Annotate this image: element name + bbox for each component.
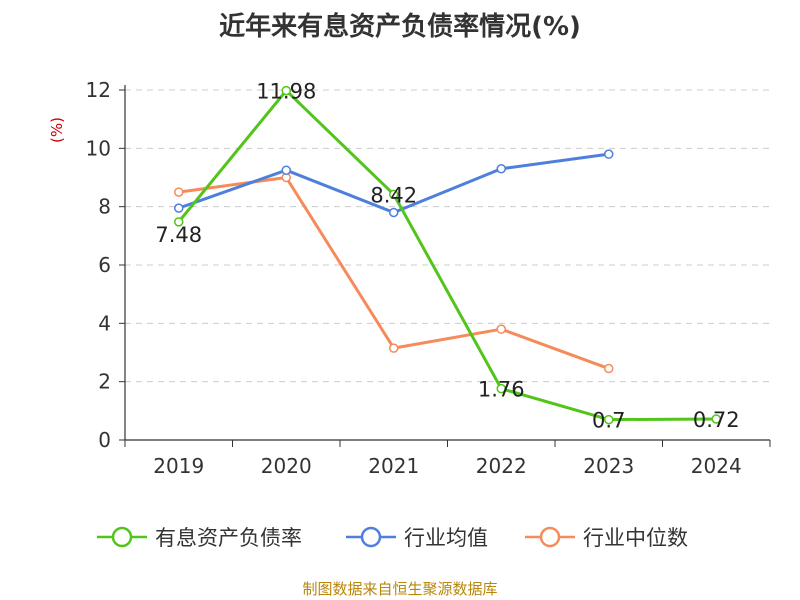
x-tick-label: 2021	[368, 454, 419, 478]
data-point	[389, 207, 399, 218]
legend: 有息资产负债率 行业均值 行业中位数	[97, 526, 688, 550]
data-point	[496, 324, 506, 334]
y-tick-label: 8	[98, 195, 111, 219]
y-tick-label: 12	[86, 78, 111, 102]
data-point	[711, 414, 721, 424]
x-tick-label: 2019	[153, 454, 204, 478]
y-tick-label: 0	[98, 428, 111, 452]
legend-item[interactable]: 有息资产负债率	[97, 526, 302, 550]
grid-lines	[125, 89, 770, 383]
data-label: 0.72	[693, 408, 740, 432]
y-tick-label: 4	[98, 311, 111, 335]
data-label: 8.42	[370, 183, 417, 207]
data-point	[281, 165, 291, 175]
data-label: 1.76	[478, 378, 525, 402]
axes: 0 2 4 6 8 10 12 2019 2020 2021 2022 2023 2024 (%)	[48, 78, 771, 478]
legend-item[interactable]: 行业均值	[346, 526, 488, 550]
legend-item[interactable]: 行业中位数	[525, 526, 688, 550]
x-tick-label: 2022	[476, 454, 527, 478]
chart-title: 近年来有息资产负债率情况(%)	[219, 12, 581, 42]
data-label: 7.48	[155, 223, 202, 247]
x-tick-label: 2020	[261, 454, 312, 478]
data-point	[496, 383, 506, 394]
data-point	[604, 149, 614, 159]
x-tick-label: 2024	[691, 454, 742, 478]
y-tick-label: 2	[98, 370, 111, 394]
series-lines	[174, 85, 721, 425]
data-point	[389, 189, 399, 200]
data-label: 0.7	[592, 409, 625, 433]
source-note: 制图数据来自恒生聚源数据库	[302, 580, 498, 598]
series-line	[177, 89, 717, 422]
data-point	[174, 203, 184, 213]
y-axis-unit: (%)	[48, 117, 66, 143]
data-point	[174, 217, 184, 227]
y-tick-label: 6	[98, 253, 111, 277]
legend-label: 有息资产负债率	[155, 526, 302, 550]
data-point	[174, 187, 184, 197]
legend-marker-icon	[539, 526, 561, 548]
data-point	[389, 343, 399, 353]
data-point	[604, 363, 614, 374]
data-label: 11.98	[256, 80, 316, 104]
x-tick-label: 2023	[583, 454, 634, 478]
data-point	[496, 164, 506, 174]
legend-marker-icon	[360, 526, 382, 548]
legend-label: 行业中位数	[583, 526, 688, 550]
data-point	[604, 414, 614, 425]
data-point	[281, 85, 291, 96]
data-labels: 7.48 11.98 8.42 1.76 0.7 0.72	[155, 80, 739, 433]
y-tick-label: 10	[86, 136, 111, 160]
legend-label: 行业均值	[404, 526, 488, 550]
legend-marker-icon	[111, 526, 133, 548]
